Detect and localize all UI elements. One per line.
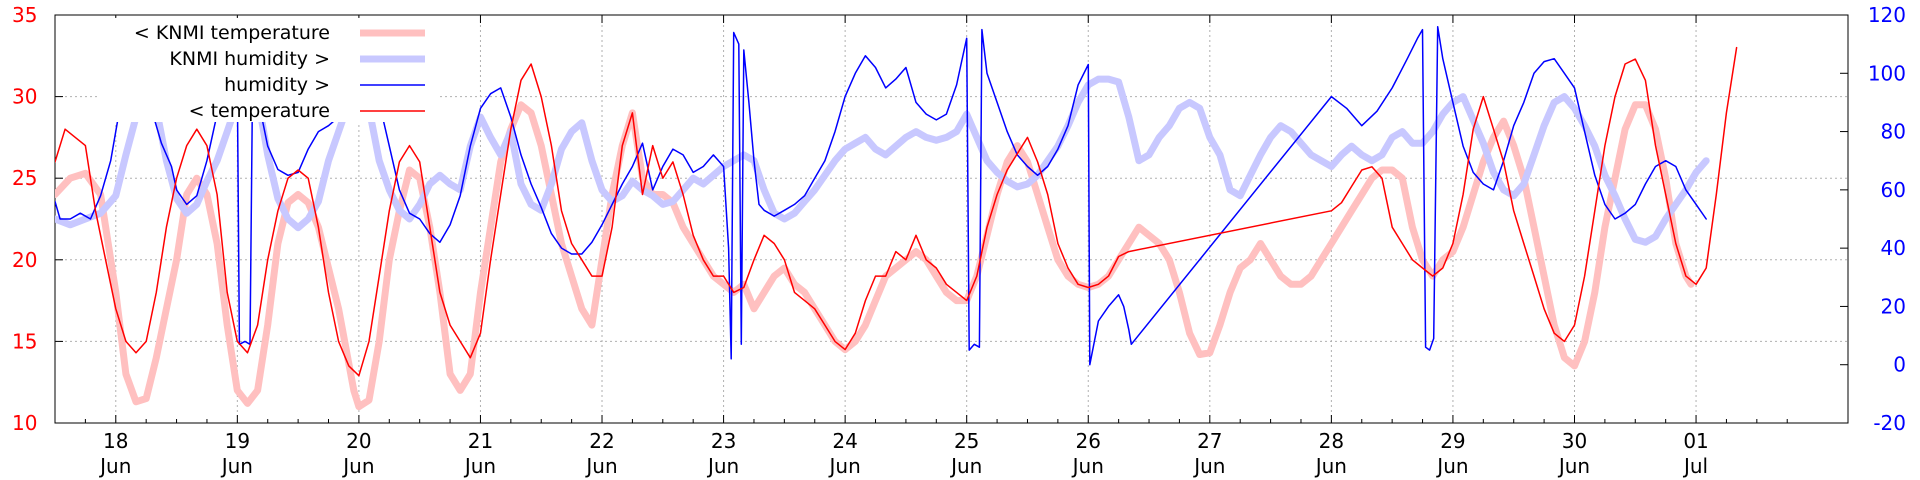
y-left-tick-label: 30 — [12, 85, 37, 109]
x-tick-day-label: 23 — [711, 429, 736, 453]
x-axis: 18Jun19Jun20Jun21Jun22Jun23Jun24Jun25Jun… — [54, 15, 1849, 478]
y-left-tick-label: 10 — [12, 411, 37, 435]
x-tick-month-label: Jun — [706, 454, 739, 478]
series-line-3 — [55, 46, 1738, 377]
y-right-tick-label: 20 — [1881, 294, 1906, 318]
y-right-tick-label: -20 — [1873, 411, 1906, 435]
x-tick-day-label: 25 — [954, 429, 979, 453]
x-tick-day-label: 22 — [589, 429, 614, 453]
x-tick-day-label: 01 — [1683, 429, 1708, 453]
series-line-2 — [55, 25, 1707, 366]
x-tick-day-label: 20 — [346, 429, 371, 453]
x-tick-day-label: 28 — [1319, 429, 1344, 453]
x-tick-month-label: Jun — [1435, 454, 1468, 478]
x-tick-day-label: 19 — [225, 429, 250, 453]
y-right-tick-label: 80 — [1881, 120, 1906, 144]
y-right-tick-label: 60 — [1881, 178, 1906, 202]
legend-label-2: humidity > — [224, 74, 330, 96]
x-tick-month-label: Jun — [1071, 454, 1104, 478]
x-tick-month-label: Jun — [584, 454, 617, 478]
x-tick-day-label: 21 — [468, 429, 493, 453]
y-axis-right: -20 0 20 40 60 80 100 120 — [1840, 3, 1906, 435]
y-right-tick-label: 0 — [1893, 353, 1906, 377]
x-tick-month-label: Jun — [1557, 454, 1590, 478]
y-left-tick-label: 25 — [12, 166, 37, 190]
x-tick-month-label: Jun — [98, 454, 131, 478]
x-tick-month-label: Jun — [341, 454, 374, 478]
y-left-tick-label: 20 — [12, 248, 37, 272]
x-tick-month-label: Jun — [463, 454, 496, 478]
y-right-tick-label: 120 — [1868, 3, 1906, 27]
y-axis-left: 10 15 20 25 30 35 — [12, 3, 63, 435]
x-tick-day-label: 26 — [1076, 429, 1101, 453]
legend: < KNMI temperature KNMI humidity > humidit… — [98, 18, 438, 122]
y-right-tick-label: 40 — [1881, 236, 1906, 260]
x-tick-month-label: Jun — [828, 454, 861, 478]
x-tick-month-label: Jul — [1682, 454, 1708, 478]
legend-label-1: KNMI humidity > — [169, 48, 330, 70]
legend-label-0: < KNMI temperature — [134, 22, 330, 44]
x-tick-day-label: 27 — [1197, 429, 1222, 453]
y-left-tick-label: 35 — [12, 3, 37, 27]
x-tick-day-label: 18 — [103, 429, 128, 453]
x-tick-day-label: 30 — [1562, 429, 1587, 453]
y-right-tick-label: 100 — [1868, 61, 1906, 85]
x-tick-month-label: Jun — [1314, 454, 1347, 478]
y-left-tick-label: 15 — [12, 329, 37, 353]
x-tick-month-label: Jun — [949, 454, 982, 478]
legend-label-3: < temperature — [189, 100, 330, 122]
x-tick-month-label: Jun — [1192, 454, 1225, 478]
x-tick-day-label: 24 — [832, 429, 857, 453]
x-tick-day-label: 29 — [1440, 429, 1465, 453]
grid — [55, 15, 1848, 423]
series-line-0 — [55, 101, 1695, 411]
x-tick-month-label: Jun — [220, 454, 253, 478]
